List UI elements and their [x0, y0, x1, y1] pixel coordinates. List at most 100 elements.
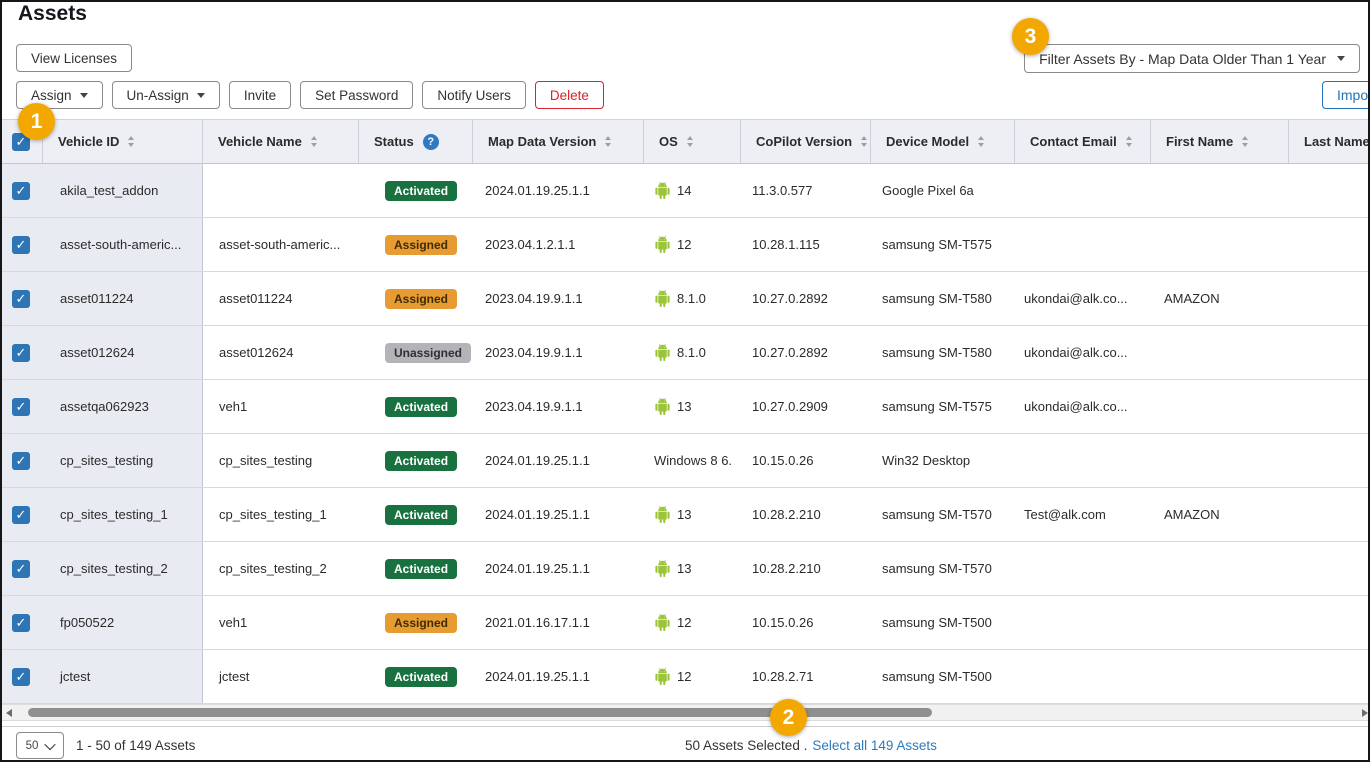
column-header-contact-email[interactable]: Contact Email	[1014, 120, 1150, 163]
row-checkbox[interactable]: ✓	[12, 559, 30, 578]
import-button[interactable]: Import	[1322, 81, 1368, 109]
vehicle-name-cell: asset-south-americ...	[202, 218, 358, 271]
status-badge: Activated	[385, 450, 458, 471]
column-header-vehicle-name[interactable]: Vehicle Name	[202, 120, 358, 163]
first-name-cell	[1150, 326, 1288, 379]
column-header-label: First Name	[1166, 134, 1234, 149]
sort-arrows-icon[interactable]	[1242, 136, 1249, 147]
first-name-cell	[1150, 650, 1288, 703]
row-checkbox[interactable]: ✓	[12, 397, 30, 416]
table-row: ✓ asset012624 asset012624 Unassigned 202…	[2, 326, 1368, 380]
column-header-label: Map Data Version	[488, 134, 597, 149]
sort-arrows-icon[interactable]	[1125, 136, 1132, 147]
table-row: ✓ akila_test_addon Activated 2024.01.19.…	[2, 164, 1368, 218]
select-all-link[interactable]: Select all 149 Assets	[812, 737, 937, 753]
status-cell: Assigned	[358, 218, 472, 271]
scroll-left-arrow-icon[interactable]	[6, 709, 12, 717]
page-size-value: 50	[25, 739, 39, 752]
os-cell: 13	[643, 380, 740, 433]
vehicle-id-cell: assetqa062923	[42, 380, 202, 433]
delete-button[interactable]: Delete	[534, 81, 604, 109]
last-name-cell	[1288, 164, 1368, 217]
footer-bar: 50 1 - 50 of 149 Assets 50 Assets Select…	[2, 726, 1368, 760]
status-badge: Activated	[385, 396, 458, 417]
status-badge: Assigned	[385, 234, 458, 255]
first-name-cell: AMAZON	[1164, 291, 1220, 306]
column-header-label: Device Model	[886, 134, 970, 149]
vehicle-id-cell: jctest	[42, 650, 202, 703]
page-title: Assets	[18, 2, 87, 25]
copilot-version-cell: 10.27.0.2892	[752, 291, 828, 306]
sort-arrows-icon[interactable]	[128, 136, 135, 147]
device-model-cell: Win32 Desktop	[882, 453, 971, 468]
filter-assets-label: Filter Assets By - Map Data Older Than 1…	[1039, 50, 1326, 67]
last-name-cell	[1288, 542, 1368, 595]
column-header-label: CoPilot Version	[756, 134, 853, 149]
vehicle-name-cell: cp_sites_testing	[202, 434, 358, 487]
map-data-version-cell: 2024.01.19.25.1.1	[485, 669, 590, 684]
set-password-button[interactable]: Set Password	[300, 81, 414, 109]
status-badge: Activated	[385, 180, 458, 201]
sort-arrows-icon[interactable]	[310, 136, 317, 147]
first-name-cell	[1150, 434, 1288, 487]
vehicle-id-cell: cp_sites_testing	[42, 434, 202, 487]
scrollbar-thumb[interactable]	[28, 708, 932, 717]
column-header-vehicle-id[interactable]: Vehicle ID	[42, 120, 202, 163]
map-data-version-cell: 2024.01.19.25.1.1	[485, 453, 590, 468]
row-checkbox[interactable]: ✓	[12, 505, 30, 524]
map-data-version-cell: 2023.04.19.9.1.1	[485, 345, 583, 360]
delete-label: Delete	[549, 87, 589, 103]
status-badge: Unassigned	[385, 342, 472, 363]
horizontal-scrollbar[interactable]	[2, 704, 1368, 721]
row-checkbox[interactable]: ✓	[12, 451, 30, 470]
os-cell: 13	[643, 542, 740, 595]
row-checkbox[interactable]: ✓	[12, 343, 30, 362]
callout-badge-1: 1	[18, 103, 55, 140]
device-model-cell: samsung SM-T575	[882, 399, 992, 414]
contact-email-cell: ukondai@alk.co...	[1024, 291, 1128, 306]
sort-arrows-icon[interactable]	[605, 136, 612, 147]
row-checkbox[interactable]: ✓	[12, 613, 30, 632]
vehicle-name-cell: cp_sites_testing_2	[202, 542, 358, 595]
sort-arrows-icon[interactable]	[686, 136, 693, 147]
row-checkbox[interactable]: ✓	[12, 289, 30, 308]
first-name-cell	[1150, 218, 1288, 271]
view-licenses-button[interactable]: View Licenses	[16, 44, 133, 72]
row-checkbox[interactable]: ✓	[12, 667, 30, 686]
check-icon: ✓	[15, 344, 27, 360]
table-row: ✓ jctest jctest Activated 2024.01.19.25.…	[2, 650, 1368, 704]
page-size-select[interactable]: 50	[16, 732, 64, 759]
check-icon: ✓	[15, 560, 27, 576]
vehicle-name-cell: asset011224	[202, 272, 358, 325]
vehicle-id-cell: fp050522	[42, 596, 202, 649]
row-checkbox[interactable]: ✓	[12, 235, 30, 254]
caret-down-icon	[1337, 56, 1345, 61]
notify-users-button[interactable]: Notify Users	[422, 81, 526, 109]
row-checkbox[interactable]: ✓	[12, 181, 30, 200]
sort-arrows-icon[interactable]	[978, 136, 985, 147]
vehicle-id-cell: cp_sites_testing_2	[42, 542, 202, 595]
column-header-os[interactable]: OS	[643, 120, 740, 163]
vehicle-id-cell: akila_test_addon	[42, 164, 202, 217]
android-icon	[655, 398, 670, 415]
invite-button[interactable]: Invite	[228, 81, 292, 109]
column-header-first-name[interactable]: First Name	[1150, 120, 1288, 163]
filter-assets-button[interactable]: Filter Assets By - Map Data Older Than 1…	[1024, 44, 1360, 73]
un-assign-button[interactable]: Un-Assign	[111, 81, 220, 109]
android-icon	[655, 290, 670, 307]
column-header-device-model[interactable]: Device Model	[870, 120, 1014, 163]
map-data-version-cell: 2024.01.19.25.1.1	[485, 183, 590, 198]
column-header-last-name[interactable]: Last Name	[1288, 120, 1368, 163]
status-help-icon[interactable]: ?	[422, 133, 439, 150]
column-header-copilot-version[interactable]: CoPilot Version	[740, 120, 870, 163]
last-name-cell	[1288, 272, 1368, 325]
scroll-right-arrow-icon[interactable]	[1362, 709, 1368, 717]
contact-email-cell: ukondai@alk.co...	[1024, 345, 1128, 360]
column-header-status[interactable]: Status ?	[358, 120, 472, 163]
check-icon: ✓	[15, 182, 27, 198]
column-header-label: Vehicle Name	[218, 134, 302, 149]
status-cell: Assigned	[358, 596, 472, 649]
column-header-map-data-version[interactable]: Map Data Version	[472, 120, 643, 163]
first-name-cell	[1150, 380, 1288, 433]
sort-arrows-icon[interactable]	[861, 136, 868, 147]
